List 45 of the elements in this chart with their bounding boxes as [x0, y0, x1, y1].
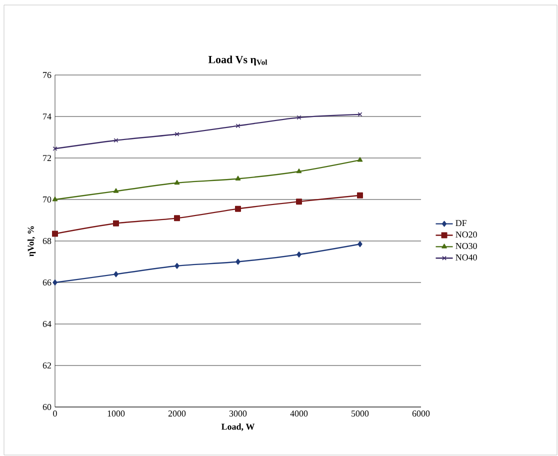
point	[174, 262, 180, 269]
point	[235, 206, 241, 212]
y-tick-label: 68	[42, 238, 52, 244]
point	[296, 251, 302, 258]
point	[113, 220, 119, 226]
point	[296, 198, 302, 205]
y-tick-label: 72	[43, 155, 51, 161]
point	[52, 230, 58, 237]
point	[357, 157, 363, 162]
chart-title: Load Vs η$_{Vol}$	[208, 56, 268, 66]
point	[357, 192, 363, 198]
x-axis-title: Load, W	[221, 423, 255, 432]
y-tick-label: 60	[42, 404, 52, 410]
legend-label: NO40	[456, 254, 477, 260]
point	[236, 124, 240, 128]
y-tick-label: 74	[43, 114, 52, 120]
legend-label: NO30	[456, 242, 477, 249]
x-tick-label: 6000	[412, 410, 430, 417]
y-tick-label: 62	[42, 362, 51, 369]
point	[296, 168, 302, 174]
point	[52, 280, 58, 286]
point	[235, 176, 241, 180]
x-tick-label: 2000	[168, 410, 186, 417]
x-tick-label: 3000	[229, 410, 247, 417]
x-tick-label: 5000	[352, 410, 369, 417]
point	[358, 241, 362, 248]
x-tick-label: 4000	[290, 410, 308, 417]
point	[296, 115, 302, 120]
y-tick-label: 76	[43, 72, 52, 78]
point	[174, 132, 180, 136]
legend-label: NO20	[456, 231, 477, 238]
x-tick-label: 0	[53, 410, 57, 417]
x-tick-label: 1000	[108, 410, 125, 417]
point	[113, 188, 119, 193]
y-tick-label: 64	[42, 320, 52, 328]
point	[174, 215, 180, 222]
y-axis-title: ηVol, %	[28, 226, 36, 256]
point	[236, 258, 240, 265]
y-tick-label: 70	[43, 196, 52, 203]
point	[114, 271, 118, 278]
point	[114, 138, 118, 143]
point	[174, 180, 180, 185]
y-tick-label: 66	[42, 279, 52, 286]
point	[52, 196, 58, 202]
legend-label: DF	[456, 220, 466, 226]
